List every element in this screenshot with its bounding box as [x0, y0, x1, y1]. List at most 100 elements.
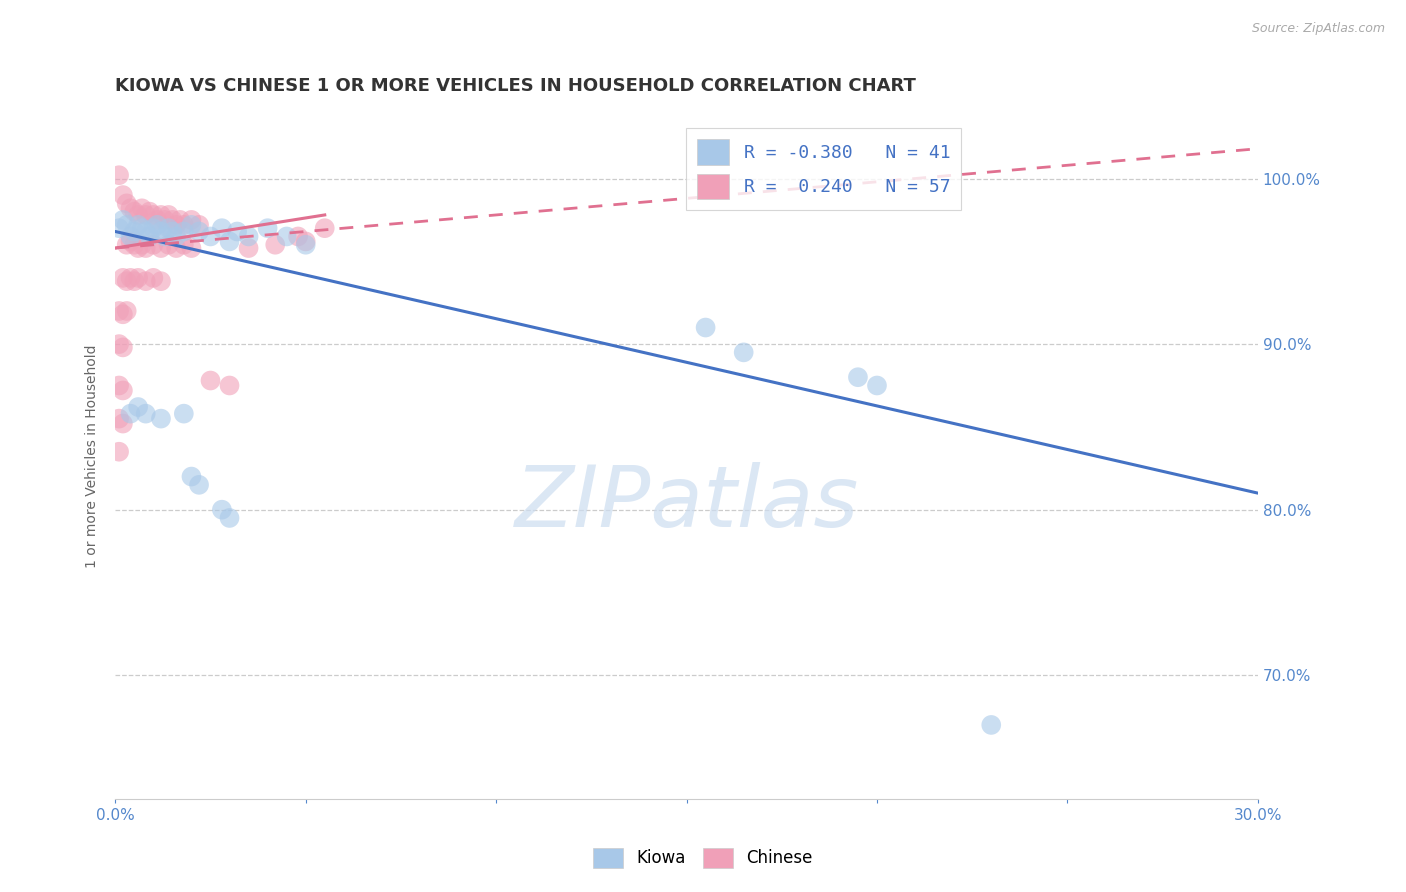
Point — [120, 229, 142, 244]
Point — [124, 274, 146, 288]
Point — [211, 502, 233, 516]
Y-axis label: 1 or more Vehicles in Household: 1 or more Vehicles in Household — [86, 344, 100, 567]
Point — [287, 229, 309, 244]
Point — [108, 444, 131, 458]
Point — [188, 225, 211, 239]
Point — [115, 274, 138, 288]
Point — [157, 221, 180, 235]
Point — [733, 345, 755, 359]
Point — [124, 204, 146, 219]
Point — [188, 218, 211, 232]
Point — [146, 218, 169, 232]
Point — [115, 218, 138, 232]
Point — [115, 237, 138, 252]
Point — [695, 320, 717, 334]
Point — [127, 241, 149, 255]
Point — [980, 718, 1002, 732]
Point — [276, 229, 298, 244]
Text: ZIPatlas: ZIPatlas — [515, 462, 859, 546]
Point — [120, 407, 142, 421]
Point — [108, 304, 131, 318]
Point — [218, 511, 240, 525]
Point — [111, 307, 134, 321]
Point — [115, 196, 138, 211]
Point — [200, 374, 222, 388]
Point — [111, 340, 134, 354]
Point — [314, 221, 336, 235]
Point — [149, 241, 172, 255]
Point — [127, 218, 149, 232]
Point — [294, 237, 316, 252]
Point — [153, 229, 176, 244]
Point — [108, 168, 131, 182]
Point — [238, 229, 260, 244]
Legend: Kiowa, Chinese: Kiowa, Chinese — [586, 841, 820, 875]
Point — [173, 407, 195, 421]
Point — [165, 218, 187, 232]
Point — [866, 378, 889, 392]
Point — [157, 208, 180, 222]
Point — [124, 225, 146, 239]
Point — [142, 271, 165, 285]
Point — [180, 241, 202, 255]
Point — [115, 304, 138, 318]
Point — [146, 213, 169, 227]
Point — [142, 237, 165, 252]
Point — [138, 229, 160, 244]
Point — [135, 208, 157, 222]
Point — [108, 411, 131, 425]
Point — [180, 469, 202, 483]
Point — [142, 208, 165, 222]
Point — [149, 274, 172, 288]
Point — [846, 370, 869, 384]
Point — [124, 237, 146, 252]
Point — [226, 225, 249, 239]
Point — [127, 208, 149, 222]
Point — [256, 221, 278, 235]
Point — [149, 208, 172, 222]
Point — [157, 237, 180, 252]
Point — [111, 271, 134, 285]
Point — [218, 378, 240, 392]
Point — [135, 241, 157, 255]
Point — [131, 221, 153, 235]
Point — [165, 241, 187, 255]
Point — [162, 213, 184, 227]
Point — [294, 235, 316, 249]
Point — [169, 213, 191, 227]
Point — [173, 225, 195, 239]
Point — [135, 407, 157, 421]
Point — [120, 202, 142, 216]
Point — [173, 218, 195, 232]
Point — [238, 241, 260, 255]
Point — [188, 478, 211, 492]
Point — [108, 337, 131, 351]
Point — [180, 213, 202, 227]
Point — [111, 384, 134, 398]
Point — [111, 213, 134, 227]
Point — [127, 271, 149, 285]
Point — [200, 229, 222, 244]
Point — [108, 221, 131, 235]
Point — [127, 400, 149, 414]
Point — [180, 218, 202, 232]
Point — [138, 204, 160, 219]
Legend: R = -0.380   N = 41, R =  0.240   N = 57: R = -0.380 N = 41, R = 0.240 N = 57 — [686, 128, 962, 210]
Point — [131, 237, 153, 252]
Point — [120, 271, 142, 285]
Point — [142, 221, 165, 235]
Point — [149, 225, 172, 239]
Point — [120, 235, 142, 249]
Point — [111, 417, 134, 431]
Point — [211, 221, 233, 235]
Point — [165, 229, 187, 244]
Point — [162, 225, 184, 239]
Point — [135, 274, 157, 288]
Point — [111, 188, 134, 202]
Point — [149, 411, 172, 425]
Point — [218, 235, 240, 249]
Point — [135, 225, 157, 239]
Point — [264, 237, 287, 252]
Point — [131, 202, 153, 216]
Text: Source: ZipAtlas.com: Source: ZipAtlas.com — [1251, 22, 1385, 36]
